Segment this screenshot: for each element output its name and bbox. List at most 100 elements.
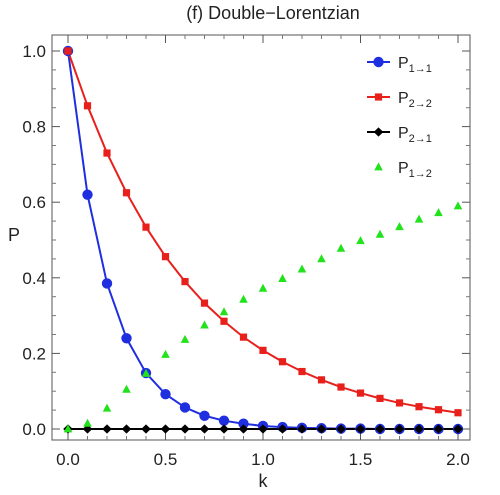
series-0-point: [179, 402, 191, 413]
y-tick-label: 0.4: [22, 269, 46, 288]
series-1-point: [278, 358, 287, 366]
series-1-point: [83, 102, 92, 110]
series-3-point: [219, 307, 229, 316]
series-1-point: [434, 406, 443, 414]
series-3-point: [200, 320, 209, 329]
series-0-point: [121, 333, 132, 344]
legend-marker: [374, 93, 383, 101]
series-1-point: [395, 399, 404, 407]
series-2-point: [102, 424, 112, 434]
series-3-point: [239, 294, 248, 303]
series-0-point: [101, 278, 113, 289]
series-3-point: [356, 236, 365, 245]
series-2-point: [199, 424, 210, 434]
series-3-point: [336, 243, 346, 252]
legend-entry-0: P1→1: [367, 55, 432, 75]
plot-frame: [51, 34, 471, 441]
series-2-point: [297, 424, 307, 434]
series-2-point: [336, 424, 346, 434]
series-0-point: [82, 189, 93, 200]
series-2-point: [238, 424, 249, 434]
series-3-point: [453, 201, 463, 210]
series-1-point: [239, 333, 248, 341]
x-tick-label: 1.5: [349, 450, 373, 469]
series-3-point: [83, 418, 92, 427]
y-tick-label: 0.6: [22, 193, 46, 212]
series-0-point: [160, 389, 171, 400]
x-tick-label: 0.5: [154, 450, 178, 469]
series-0-line: [67, 50, 458, 430]
series-1-point: [259, 346, 267, 354]
x-tick-label: 2.0: [446, 450, 470, 469]
x-axis-title: k: [259, 471, 269, 491]
series-1-point: [454, 409, 462, 417]
series-0-point: [199, 410, 210, 421]
y-tick-label: 0.8: [22, 118, 46, 137]
series-1-point: [103, 149, 111, 157]
series-1-point: [356, 389, 365, 397]
series-1-point: [142, 223, 150, 231]
series-2-point: [414, 424, 424, 434]
series-2-point: [141, 424, 151, 434]
series-2-point: [394, 424, 405, 434]
series-3-point: [141, 368, 151, 377]
series-3-point: [317, 254, 326, 263]
y-tick-label: 0.2: [22, 344, 46, 363]
legend-entry-1: P2→2: [367, 90, 432, 110]
series-0-point: [218, 415, 230, 426]
legend-marker: [373, 127, 384, 137]
series-2-point: [453, 424, 463, 434]
series-3-point: [414, 214, 424, 223]
legend-marker: [374, 162, 383, 171]
series-1-point: [200, 299, 209, 307]
series-3-point: [297, 264, 307, 273]
series-1-point: [376, 394, 384, 402]
series-1-point: [317, 376, 326, 384]
series-1-point: [64, 47, 72, 55]
series-1-point: [181, 277, 189, 286]
x-tick-label: 1.0: [251, 450, 275, 469]
series-3-point: [102, 403, 112, 412]
series-1-point: [298, 367, 306, 376]
series-2-point: [258, 424, 268, 434]
x-tick-label: 0.0: [56, 450, 80, 469]
series-2-point: [121, 424, 132, 434]
series-3-point: [161, 349, 170, 358]
series-2-point: [180, 424, 190, 434]
series-0-point: [238, 418, 249, 429]
series-1-point: [220, 317, 228, 325]
series-3-point: [122, 384, 131, 393]
legend-label: P1→2: [398, 160, 432, 180]
legend: P1→1 P2→2 P2→1 P1→2: [367, 55, 432, 180]
series-2-point: [433, 424, 444, 434]
series-3-point: [180, 334, 190, 343]
plot-area: 0.0 0.5 1.0 1.5 2.0 0.0 0.2 0.4 0.6 0.8 1.0: [22, 34, 471, 469]
legend-label: P2→1: [398, 125, 432, 145]
legend-entry-3: P1→2: [374, 160, 432, 180]
legend-label: P2→2: [398, 90, 432, 110]
series-3-point: [63, 424, 73, 433]
legend-label: P1→1: [398, 55, 432, 75]
series-1-point: [415, 403, 423, 411]
series-2-point: [316, 424, 327, 434]
series-2-point: [277, 424, 288, 434]
series-3-point: [278, 273, 287, 282]
legend-entry-2: P2→1: [367, 125, 432, 145]
series-3-point: [434, 208, 443, 217]
chart-title: (f) Double−Lorentzian: [186, 3, 360, 23]
series-1-point: [337, 383, 345, 391]
series-3-point: [395, 222, 404, 231]
series-3-point: [375, 229, 385, 238]
y-axis-title: P: [8, 225, 20, 245]
series-3-point: [258, 283, 268, 292]
legend-marker: [373, 56, 384, 68]
y-tick-label: 0.0: [22, 420, 46, 439]
series-2-point: [355, 424, 366, 434]
series-2-point: [160, 424, 171, 434]
series-2-point: [375, 424, 385, 434]
series-1-point: [161, 253, 170, 261]
series-2-point: [219, 424, 229, 434]
series-1-point: [122, 189, 131, 197]
y-tick-label: 1.0: [22, 42, 46, 61]
